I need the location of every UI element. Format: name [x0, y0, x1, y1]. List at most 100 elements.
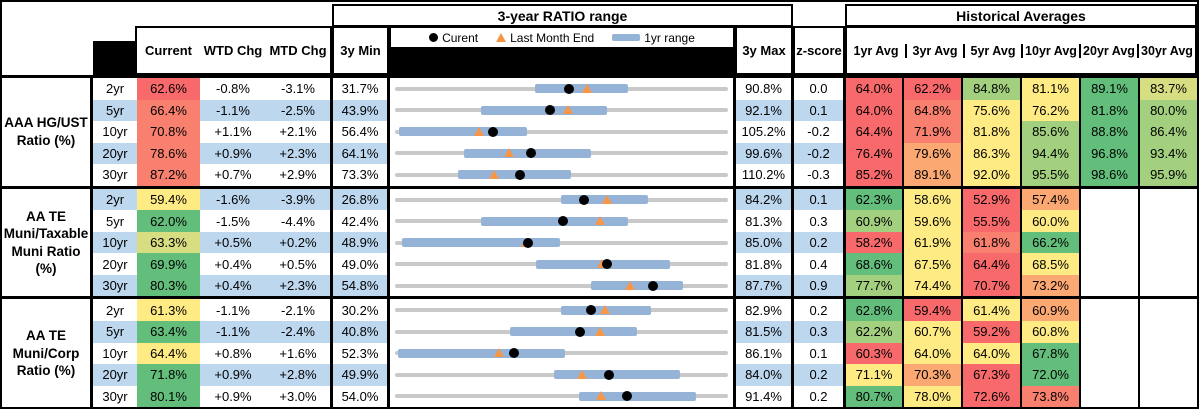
- average-columns-header: 1yr Avg 3yr Avg 5yr Avg 10yr Avg 20yr Av…: [845, 26, 1197, 75]
- avg-cell: 86.3%: [961, 142, 1020, 165]
- tenor-cell: 5yr: [93, 99, 137, 122]
- last-month-end-marker: [474, 126, 484, 136]
- avg-column-header-30yr: 30yr Avg: [1137, 43, 1195, 58]
- avg-cell: 81.8%: [961, 121, 1020, 143]
- avg-cell: 59.6%: [902, 210, 961, 232]
- one-year-range-bar-icon: [612, 34, 641, 41]
- avg-cell: 81.8%: [1079, 99, 1138, 122]
- one-year-range-bar: [554, 370, 681, 380]
- current-marker: [579, 194, 590, 205]
- table-row: 20yr 71.8% +0.9% +2.8% 49.9% 84.0% 0.2 71.1% 70.…: [93, 364, 1197, 386]
- avg-cell: 77.7%: [843, 274, 902, 297]
- range-chart-cell: [387, 121, 733, 143]
- current-marker: [509, 348, 520, 359]
- avg-cell: 72.0%: [1020, 364, 1079, 386]
- avg-cell: 57.4%: [1020, 188, 1079, 211]
- mtd-chg-column-header: MTD Chg: [269, 43, 327, 58]
- range-max-cell: 99.6%: [733, 142, 791, 165]
- table-row: 5yr 66.4% -1.1% -2.5% 43.9% 92.1% 0.1 64.0% 64.8…: [93, 99, 1197, 122]
- current-marker: [526, 148, 537, 159]
- current-cell: 80.3%: [137, 274, 200, 297]
- wtd-chg-cell: -1.5%: [200, 210, 266, 232]
- legend-last-month-end: Last Month End: [496, 31, 594, 45]
- table-row: 5yr 62.0% -1.5% -4.4% 42.4% 81.3% 0.3 60.9% 59.6…: [93, 210, 1197, 232]
- avg-cell: 80.7%: [843, 385, 902, 407]
- current-dot-icon: [429, 33, 439, 42]
- avg-cell: [1138, 321, 1197, 343]
- avg-cell: [1138, 342, 1197, 365]
- avg-cell: 64.4%: [961, 253, 1020, 275]
- avg-cell: 52.9%: [961, 188, 1020, 211]
- avg-cell: 67.8%: [1020, 342, 1079, 365]
- avg-cell: 62.2%: [843, 321, 902, 343]
- range-min-cell: 54.8%: [330, 274, 387, 297]
- avg-cell: 59.2%: [961, 321, 1020, 343]
- range-max-cell: 82.9%: [733, 299, 791, 322]
- wtd-chg-cell: +0.9%: [200, 364, 266, 386]
- current-cell: 80.1%: [137, 385, 200, 407]
- mtd-chg-cell: +2.3%: [266, 274, 330, 297]
- wtd-chg-cell: -1.6%: [200, 188, 266, 211]
- avg-cell: 86.4%: [1138, 121, 1197, 143]
- wtd-chg-cell: +0.9%: [200, 385, 266, 407]
- avg-cell: 68.6%: [843, 253, 902, 275]
- last-month-end-marker: [594, 326, 605, 336]
- wtd-chg-cell: +0.9%: [200, 142, 266, 165]
- mtd-chg-cell: -2.5%: [266, 99, 330, 122]
- legend-1yr-range-label: 1yr range: [644, 30, 695, 45]
- range-chart-cell: [387, 99, 733, 122]
- current-marker: [488, 126, 499, 137]
- table-row: 10yr 63.3% +0.5% +0.2% 48.9% 85.0% 0.2 58.2% 61.…: [93, 231, 1197, 254]
- table-row: 10yr 64.4% +0.8% +1.6% 52.3% 86.1% 0.1 60.3% 64.…: [93, 342, 1197, 365]
- tenor-cell: 2yr: [93, 78, 137, 100]
- avg-cell: 60.9%: [1020, 299, 1079, 322]
- z-score-cell: 0.3: [791, 321, 843, 343]
- last-month-triangle-icon: [496, 33, 507, 42]
- avg-cell: 92.0%: [961, 164, 1020, 186]
- tenor-cell: 20yr: [93, 253, 137, 275]
- wtd-chg-cell: -1.1%: [200, 299, 266, 322]
- range-max-cell: 91.4%: [733, 385, 791, 407]
- table-row: 5yr 63.4% -1.1% -2.4% 40.8% 81.5% 0.3 62.2% 60.7…: [93, 321, 1197, 343]
- range-chart-cell: [387, 299, 733, 322]
- avg-column-header-10yr: 10yr Avg: [1021, 43, 1079, 58]
- range-min-cell: 73.3%: [330, 164, 387, 186]
- mtd-chg-cell: -2.1%: [266, 299, 330, 322]
- last-month-end-marker: [493, 348, 504, 358]
- z-score-cell: 0.2: [791, 231, 843, 254]
- z-score-cell: -0.3: [791, 164, 843, 186]
- current-cell: 70.8%: [137, 121, 200, 143]
- range-max-cell: 81.3%: [733, 210, 791, 232]
- range-min-cell: 56.4%: [330, 121, 387, 143]
- tenor-cell: 5yr: [93, 321, 137, 343]
- avg-cell: 60.3%: [843, 342, 902, 365]
- avg-cell: [1138, 299, 1197, 322]
- avg-cell: 71.1%: [843, 364, 902, 386]
- one-year-range-bar: [579, 391, 696, 401]
- range-chart-cell: [387, 364, 733, 386]
- range-min-cell: 49.9%: [330, 364, 387, 386]
- range-max-cell: 86.1%: [733, 342, 791, 365]
- wtd-chg-cell: +1.1%: [200, 121, 266, 143]
- last-month-end-marker: [489, 169, 500, 179]
- last-month-end-marker: [576, 369, 587, 379]
- avg-cell: [1079, 210, 1138, 232]
- range-chart-cell: [387, 164, 733, 186]
- range-max-cell: 84.2%: [733, 188, 791, 211]
- avg-cell: 81.1%: [1020, 78, 1079, 100]
- range-section-title: 3-year RATIO range: [332, 4, 793, 27]
- avg-cell: 80.0%: [1138, 99, 1197, 122]
- tenor-cell: 2yr: [93, 188, 137, 211]
- current-marker: [557, 216, 568, 227]
- range-min-cell: 49.0%: [330, 253, 387, 275]
- range-chart-cell: [387, 78, 733, 100]
- avg-cell: 64.8%: [902, 99, 961, 122]
- table-row: 2yr 62.6% -0.8% -3.1% 31.7% 90.8% 0.0 64.0% 62.2…: [93, 78, 1197, 100]
- avg-cell: 61.8%: [961, 231, 1020, 254]
- z-score-cell: 0.1: [791, 188, 843, 211]
- avg-cell: 95.9%: [1138, 164, 1197, 186]
- z-score-cell: -0.2: [791, 142, 843, 165]
- change-columns-header: Current WTD Chg MTD Chg: [135, 26, 332, 75]
- range-chart-cell: [387, 231, 733, 254]
- z-score-cell: 0.9: [791, 274, 843, 297]
